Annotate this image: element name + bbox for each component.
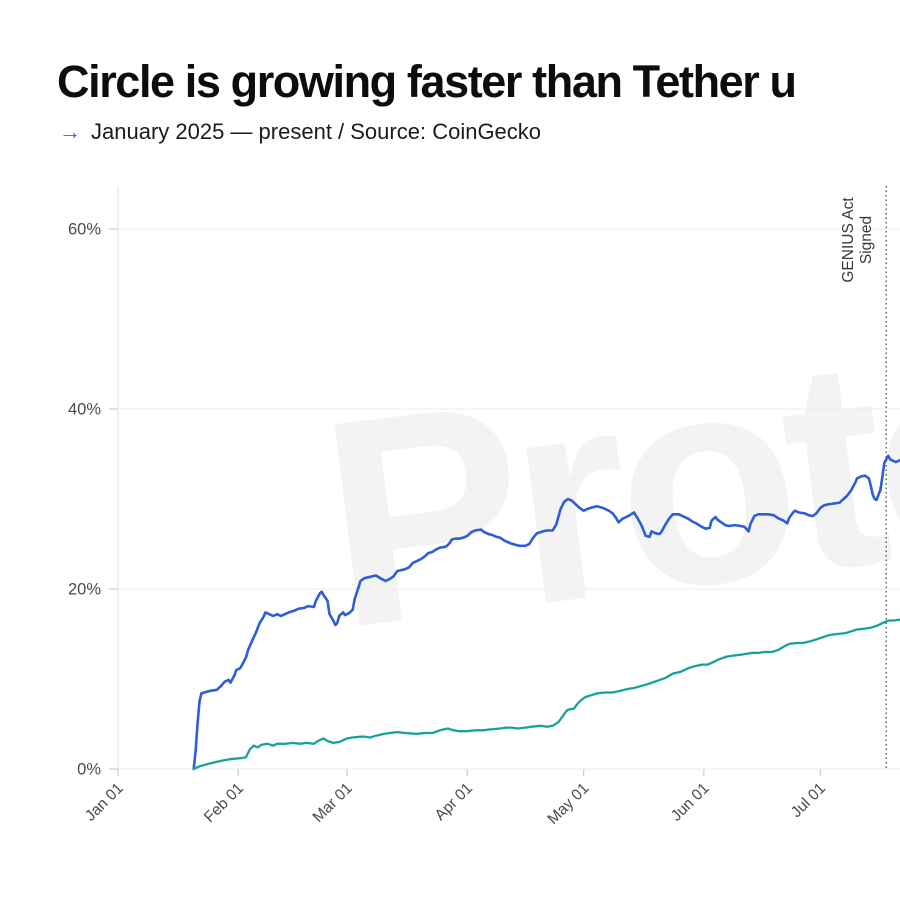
x-tick-label: Jan 01 — [82, 780, 127, 825]
chart-title: Circle is growing faster than Tether u — [57, 56, 797, 107]
y-tick-label: 20% — [68, 581, 101, 599]
x-tick-label: Feb 01 — [201, 780, 247, 826]
chart-subtitle: → January 2025 — present / Source: CoinGe… — [59, 119, 541, 145]
y-tick-label: 40% — [68, 401, 101, 419]
arrow-right-icon: → — [59, 119, 81, 144]
watermark-text: Protos — [307, 256, 900, 690]
x-tick-label: Mar 01 — [310, 780, 356, 826]
y-tick-label: 0% — [77, 761, 101, 779]
y-tick-label: 60% — [68, 221, 101, 239]
chart-subtitle-text: January 2025 — present / Source: CoinGec… — [91, 119, 542, 144]
x-tick-label: Jul 01 — [788, 780, 829, 821]
tether-series-line — [192, 618, 900, 771]
circle-series-line — [192, 454, 900, 771]
x-tick-label: May 01 — [544, 780, 592, 828]
x-tick-label: Jun 01 — [668, 780, 713, 825]
event-annotation-label: GENIUS ActSigned — [840, 197, 875, 283]
x-tick-label: Apr 01 — [432, 780, 476, 824]
